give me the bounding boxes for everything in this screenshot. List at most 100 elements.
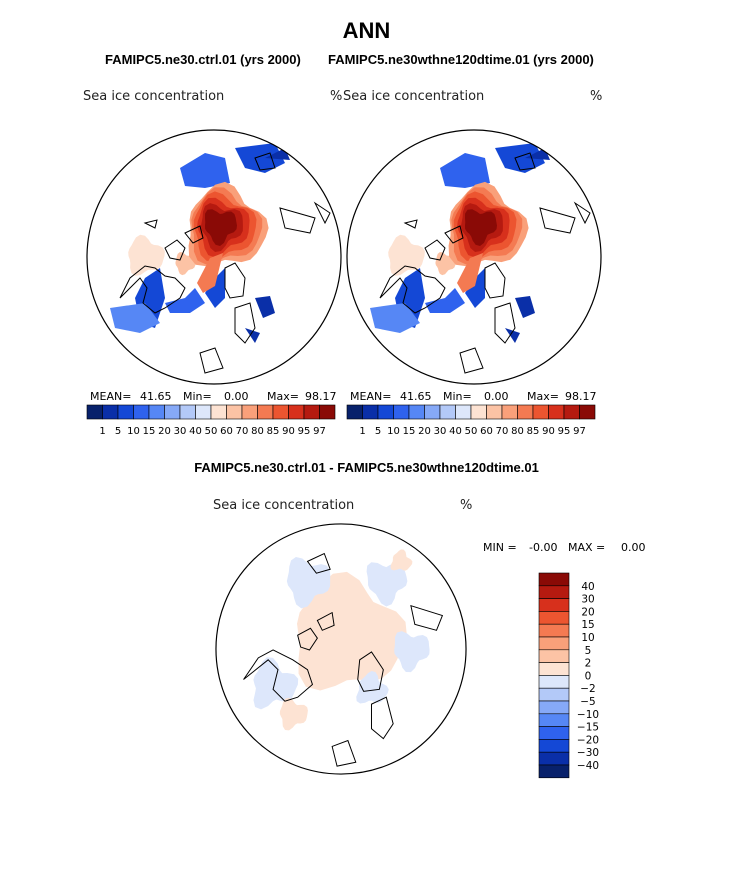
panel2-ice-band [505,328,520,343]
panel2-ice-band [515,296,535,318]
panel1-colorbar-tick-label: 20 [158,426,171,437]
panel1-coastline [279,207,316,234]
diff-colorbar-swatch [538,739,570,753]
diff-colorbar-tick-label: 10 [581,632,594,644]
panel1-colorbar-swatch [241,404,258,420]
panel1-ice-tongue [197,253,223,293]
panel2-colorbar-tick-label: 97 [573,426,586,437]
diff-colorbar-tick-label: −2 [580,683,595,695]
panel2-coastline [424,239,446,261]
panel2-colorbar-tick-label: 70 [496,426,509,437]
panel2-coastline [484,262,506,299]
diff-coastline [410,604,444,631]
panel2-colorbar-tick-label: 10 [387,426,400,437]
panel1-colorbar-tick-label: 40 [189,426,202,437]
panel2-ice-band [465,268,485,308]
panel1-colorbar-swatch [164,404,181,420]
panel2-coastline [494,302,516,344]
panel2-coastline [379,265,446,314]
panel1-coastline [184,225,204,244]
panel1-coastline [143,219,158,229]
panel1-max-value: 98.17 [305,390,337,403]
diff-colorbar-swatch [538,662,570,676]
panel1-colorbar-tick-label: 5 [115,426,121,437]
panel2-colorbar-swatch [424,404,441,420]
panel1-coastline [199,347,224,374]
panel1-colorbar-tick-label: 97 [313,426,326,437]
diff-max-value: 0.00 [621,541,646,554]
panel1-coastline [234,302,256,344]
panel2-colorbar-tick-label: 15 [403,426,416,437]
panel1-colorbar-swatch [272,404,289,420]
diff-colorbar-tick-label: 30 [581,594,594,606]
panel2-colorbar-swatch [548,404,565,420]
panel2-colorbar-swatch [501,404,518,420]
panel1-colorbar-tick-label: 10 [127,426,140,437]
panel1-min-label: Min= [183,390,212,403]
diff-colorbar-swatch [538,649,570,663]
panel1-ice-band [180,153,230,188]
panel1-colorbar-swatch [303,404,320,420]
diff-variable-label: Sea ice concentration [213,498,355,513]
panel2-ice-band [495,143,545,173]
diff-colorbar-tick-label: −5 [580,696,595,708]
diff-patch [286,556,331,609]
diff-colorbar-tick-label: −15 [577,722,599,734]
panel2-colorbar-tick-label: 60 [480,426,493,437]
panel2-colorbar-tick-label: 50 [465,426,478,437]
diff-colorbar-tick-label: 0 [585,670,592,682]
diff-coastline [297,627,318,651]
panel2-ice-level [465,209,497,246]
panel1-colorbar-tick-label: 15 [143,426,156,437]
diff-colorbar-tick-label: 20 [581,606,594,618]
panel1-ice-band [110,303,160,333]
panel1-colorbar-tick-label: 95 [298,426,311,437]
panel1-colorbar-swatch [210,404,227,420]
panel1-colorbar-tick-label: 80 [251,426,264,437]
panel1-ice-band [245,328,260,343]
panel2-mean-value: 41.65 [400,390,432,403]
panel1-colorbar-tick-label: 50 [205,426,218,437]
panel1-ice-band [255,296,275,318]
panel2-colorbar-swatch [393,404,410,420]
panel2-colorbar-tick-label: 95 [558,426,571,437]
panel2-coastline [539,207,576,234]
panel2-colorbar-tick-label: 1 [359,426,365,437]
panel2-colorbar-swatch [470,404,487,420]
panel1-units-label: % [330,89,343,104]
diff-colorbar-swatch [538,598,570,612]
panel2-colorbar-swatch [346,404,363,420]
diff-min-label: MIN = [483,541,517,554]
panel1-mean-value: 41.65 [140,390,172,403]
panel2-max-label: Max= [527,390,559,403]
diff-colorbar-tick-label: 40 [581,581,594,593]
panel2-units-label: % [590,89,603,104]
diff-colorbar-tick-label: 5 [585,645,592,657]
panel2-colorbar-swatch [362,404,379,420]
panel2-ice-band [440,153,490,188]
diff-max-label: MAX = [568,541,606,554]
case-title-right: FAMIPC5.ne30wthne120dtime.01 (yrs 2000) [328,52,594,67]
panel1-max-label: Max= [267,390,299,403]
diff-colorbar-swatch [538,585,570,599]
diff-colorbar-swatch [538,675,570,689]
diff-colorbar-swatch [538,700,570,715]
panel1-coastline [224,262,246,299]
panel1-ice-band [235,143,285,173]
diff-patch [366,562,408,607]
panel1-colorbar-swatch [195,404,212,420]
panel2-ice-band [370,303,420,333]
diff-coastline [316,611,335,631]
panel1-colorbar-swatch [86,404,103,420]
panel1-coastline [313,201,331,225]
diff-colorbar-tick-label: −40 [577,760,599,772]
case-title-left: FAMIPC5.ne30.ctrl.01 (yrs 2000) [105,52,301,67]
panel2-colorbar-swatch [579,404,596,420]
panel2-colorbar-swatch [439,404,456,420]
diff-patch [356,671,389,704]
panel2-min-label: Min= [443,390,472,403]
panel2-map [346,129,602,385]
diff-colorbar-swatch [538,687,570,702]
panel1-colorbar-swatch [117,404,134,420]
